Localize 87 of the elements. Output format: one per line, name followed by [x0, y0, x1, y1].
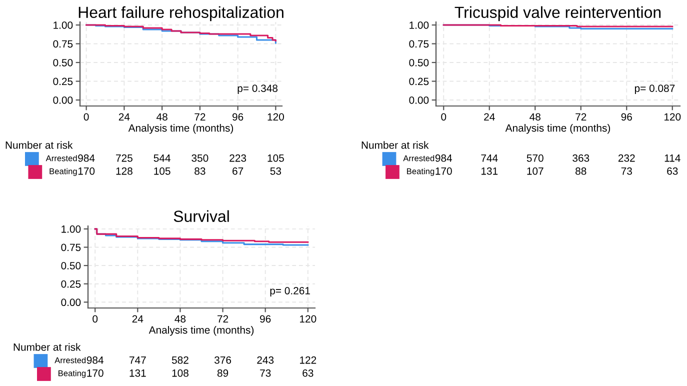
y-tick-label: 0.00: [409, 96, 429, 104]
y-tick-label: 0.00: [53, 96, 73, 104]
text: 744: [481, 154, 498, 162]
text: 131: [130, 369, 146, 377]
text: 984: [86, 356, 104, 364]
x-tick-label: 24: [484, 113, 495, 120]
text: 232: [618, 154, 635, 162]
text: Number at risk: [14, 343, 81, 351]
text: 131: [481, 167, 498, 175]
annotation: p= 0.348: [238, 84, 278, 94]
text: 170: [436, 167, 452, 175]
text: 73: [260, 369, 271, 377]
text: 170: [78, 167, 95, 175]
y-tick-label: 0.25: [409, 78, 429, 86]
x-tick-label: 96: [260, 315, 271, 323]
text: 105: [154, 167, 170, 175]
text: 63: [667, 167, 678, 175]
annotation: p= 0.261: [270, 287, 310, 296]
text: 122: [300, 356, 316, 364]
text: 582: [172, 356, 188, 364]
x-tick-label: 0: [92, 315, 98, 323]
text: 89: [217, 369, 228, 377]
legend-label: Beating: [407, 168, 434, 176]
x-tick-label: 0: [441, 113, 446, 121]
text: 350: [192, 154, 208, 162]
y-tick-label: 0.50: [409, 59, 429, 66]
text: 376: [214, 356, 232, 364]
x-tick-label: 0: [84, 113, 89, 121]
text: 544: [154, 154, 170, 162]
y-tick-label: 1.00: [54, 22, 73, 29]
y-tick-label: 0.50: [61, 262, 81, 270]
text: 53: [270, 167, 282, 175]
text: 570: [526, 154, 544, 162]
text: 83: [194, 167, 206, 175]
text: 170: [87, 369, 104, 377]
text: 725: [116, 154, 132, 162]
text: 243: [257, 356, 274, 364]
x-tick-label: 96: [621, 113, 632, 121]
x-tick-label: 48: [156, 113, 168, 121]
text: 88: [576, 167, 586, 175]
y-tick-label: 0.75: [409, 40, 429, 48]
chart-title: Survival: [174, 210, 229, 222]
x-tick-label: 24: [118, 113, 130, 120]
y-tick-label: 0.75: [61, 244, 81, 252]
text: 105: [268, 154, 284, 162]
text: Number at risk: [362, 141, 429, 149]
text: 114: [664, 154, 680, 162]
text: 107: [527, 167, 544, 175]
y-tick-label: 0.25: [61, 280, 81, 288]
text: Number at risk: [6, 141, 73, 149]
text: 108: [172, 369, 188, 377]
legend-label: Beating: [58, 370, 86, 378]
y-tick-label: 0.75: [53, 40, 73, 48]
x-tick-label: 72: [576, 113, 586, 120]
legend-label: Beating: [50, 168, 77, 176]
text: 128: [116, 167, 132, 175]
x-tick-label: 72: [194, 113, 206, 120]
chart-title: Heart failure rehospitalization: [78, 6, 284, 22]
legend-label: Arrested: [54, 357, 86, 364]
text: 67: [232, 167, 244, 175]
x-tick-label: 72: [218, 315, 228, 322]
legend-label: Arrested: [403, 155, 434, 162]
text: 984: [78, 154, 95, 162]
x-tick-label: 120: [268, 113, 284, 121]
text: 63: [302, 369, 314, 377]
x-tick-label: 48: [530, 113, 540, 121]
chart-title: Tricuspid valve reintervention: [454, 6, 661, 22]
text: 363: [572, 154, 590, 162]
x-tick-label: 96: [232, 113, 244, 121]
x-tick-label: 120: [300, 315, 316, 323]
x-tick-label: 24: [132, 315, 144, 322]
x-axis-title: Analysis time (months): [148, 326, 254, 336]
y-tick-label: 0.50: [53, 59, 73, 66]
x-axis-title: Analysis time (months): [505, 124, 610, 134]
text: 223: [230, 154, 246, 162]
x-axis-title: Analysis time (months): [128, 124, 234, 134]
text: 73: [621, 167, 632, 175]
y-tick-label: 0.25: [53, 78, 73, 86]
y-tick-label: 1.00: [410, 22, 429, 29]
legend-label: Arrested: [46, 155, 77, 162]
y-tick-label: 0.00: [61, 298, 81, 306]
y-tick-label: 1.00: [62, 225, 81, 233]
annotation: p= 0.087: [634, 84, 675, 94]
x-tick-label: 120: [664, 113, 681, 121]
x-tick-label: 48: [174, 315, 186, 323]
text: 747: [130, 356, 146, 364]
text: 984: [435, 154, 452, 162]
